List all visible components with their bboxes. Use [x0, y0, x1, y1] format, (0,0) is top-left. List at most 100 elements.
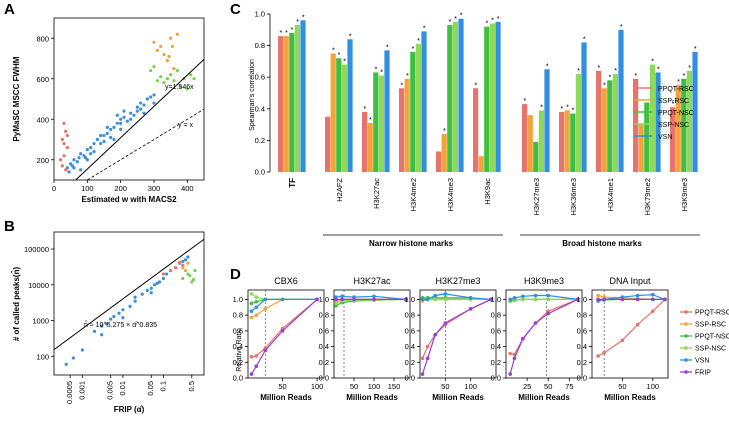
panel-b-xlabel: FRIP (α̂)	[114, 405, 145, 414]
panel-a-identity-line	[87, 108, 205, 181]
panel-d-xlabel: Million Reads	[260, 393, 312, 402]
panel-b-point	[193, 268, 197, 273]
panel-a-point	[172, 79, 176, 83]
panel-b-point	[80, 348, 84, 352]
panel-a-point	[132, 113, 136, 117]
panel-d-series-line	[509, 298, 579, 375]
panel-a-point	[139, 101, 143, 105]
panel-d-ytick-label: 0.2	[233, 358, 243, 367]
panel-d-subplot-title: H3K9me3	[524, 276, 564, 286]
panel-c-significance-star: *	[614, 66, 617, 75]
panel-c-significance-star: *	[302, 12, 305, 21]
panel-d-ytick-label: 0.0	[577, 374, 587, 383]
panel-a-point	[79, 168, 83, 172]
panel-a-ytick-label: 800	[36, 34, 49, 43]
panel-d-ytick-label: 0.4	[491, 342, 501, 351]
panel-b-xtick-label: 0.5	[187, 381, 196, 391]
panel-d-point	[635, 293, 640, 298]
panel-d-xtick-label: 25	[523, 382, 531, 391]
panel-c-bar	[421, 31, 427, 172]
panel-d-point	[533, 293, 538, 298]
panel-a-point	[115, 113, 119, 117]
panel-b-point	[121, 316, 125, 320]
panel-a-point	[169, 73, 173, 77]
panel-d-ylabel: Relative Ratio	[236, 328, 243, 372]
panel-c-bar	[289, 32, 295, 173]
panel-d-point	[651, 292, 655, 297]
panel-b-point	[186, 255, 190, 259]
panel-d-point	[372, 297, 376, 302]
panel-c-bar	[612, 74, 618, 172]
panel-c-significance-star: *	[380, 68, 383, 77]
panel-c-bar	[638, 124, 644, 172]
panel-b-point	[105, 322, 109, 326]
panel-d-point	[420, 297, 425, 302]
panel-b-point	[181, 276, 185, 281]
panel-b-point	[161, 276, 166, 281]
panel-c-significance-star: *	[540, 102, 543, 111]
panel-c-category-label: H3K27me3	[532, 178, 541, 216]
panel-c-significance-star: *	[688, 63, 691, 72]
panel-b-point	[157, 280, 162, 284]
panel-a-fit-annotation: y=1.546x	[165, 84, 194, 91]
panel-d-xtick-label: 50	[544, 382, 552, 391]
panel-a-point	[99, 133, 103, 138]
panel-d-ytick-label: 0.4	[577, 342, 587, 351]
panel-d-line-charts: CBX6 0.0 0.2 0.4 0.6 0.8 1.0 50 100 Million Reads…	[233, 276, 729, 402]
panel-d-legend-marker	[684, 334, 688, 338]
panel-b-xtick-label: 0.005	[106, 381, 115, 400]
panel-c-bar-chart: 0.00.20.40.60.81.0 * * ***TF****H2AFZ*** **…	[249, 10, 700, 248]
panel-d-point	[521, 294, 525, 299]
panel-a-point	[189, 73, 193, 77]
panel-d-ytick-label: 0.8	[577, 311, 587, 320]
panel-d-series-line	[251, 293, 318, 300]
panel-d-legend-marker	[684, 358, 688, 362]
panel-c-bar	[681, 78, 687, 172]
panel-b-xtick-label: 0.001	[77, 381, 86, 400]
panel-c-category-label: H3K4me3	[446, 178, 455, 211]
panel-d-legend-label: FRIP	[695, 370, 711, 377]
panel-d-ytick-label: 1.0	[319, 295, 329, 304]
panel-b-point	[177, 260, 182, 265]
panel-a-point	[62, 141, 66, 146]
panel-a-point	[162, 52, 166, 57]
panel-b-point	[149, 286, 153, 290]
panel-d-xtick-label: 100	[647, 382, 660, 391]
panel-d-point	[334, 301, 338, 306]
panel-b-xtick-label: 0.05	[146, 381, 155, 396]
panel-a-point	[122, 115, 126, 119]
panel-a-point	[129, 117, 133, 121]
panel-a-point	[165, 58, 169, 63]
panel-d-point	[254, 354, 259, 358]
panel-c-significance-star: *	[677, 77, 680, 86]
panel-d-point	[468, 296, 473, 300]
panel-a-point	[185, 87, 189, 91]
panel-d-ytick-label: 0.4	[405, 342, 415, 351]
panel-c-significance-star: *	[417, 36, 420, 45]
panel-d-point	[425, 344, 430, 349]
panel-d-ytick-label: 1.0	[233, 295, 243, 304]
panel-d-point	[254, 299, 259, 304]
panel-a-point	[60, 164, 64, 168]
panel-a-point	[149, 95, 153, 99]
panel-d-ytick-label: 0.0	[491, 374, 501, 383]
panel-d-point	[280, 329, 285, 333]
panel-b-point	[92, 329, 97, 333]
panel-d-point	[249, 315, 254, 320]
panel-d-subplot: H3K27ac 0.0 0.2 0.4 0.6 0.8 1.0 50 100 150 Million…	[319, 276, 411, 402]
panel-c-legend-label: SSP-RSC	[658, 98, 689, 105]
panel-a-point	[142, 103, 146, 107]
panel-c-significance-star: *	[406, 71, 409, 80]
panel-d-frame	[505, 289, 583, 379]
panel-c-category-label: H3K27ac	[372, 178, 381, 209]
panel-d-subplot-title: CBX6	[274, 276, 298, 286]
panel-b-ylabel: # of called peaks(n̂)	[12, 267, 21, 342]
panel-d-point	[254, 305, 259, 310]
panel-a-point	[92, 141, 96, 146]
panel-a-xtick-label: 300	[148, 184, 161, 193]
panel-a-point	[170, 44, 174, 48]
panel-d-series-line	[597, 298, 666, 357]
panel-d-xlabel: Million Reads	[432, 393, 484, 402]
panel-c-bar	[559, 111, 565, 172]
panel-c-bar	[373, 72, 379, 172]
